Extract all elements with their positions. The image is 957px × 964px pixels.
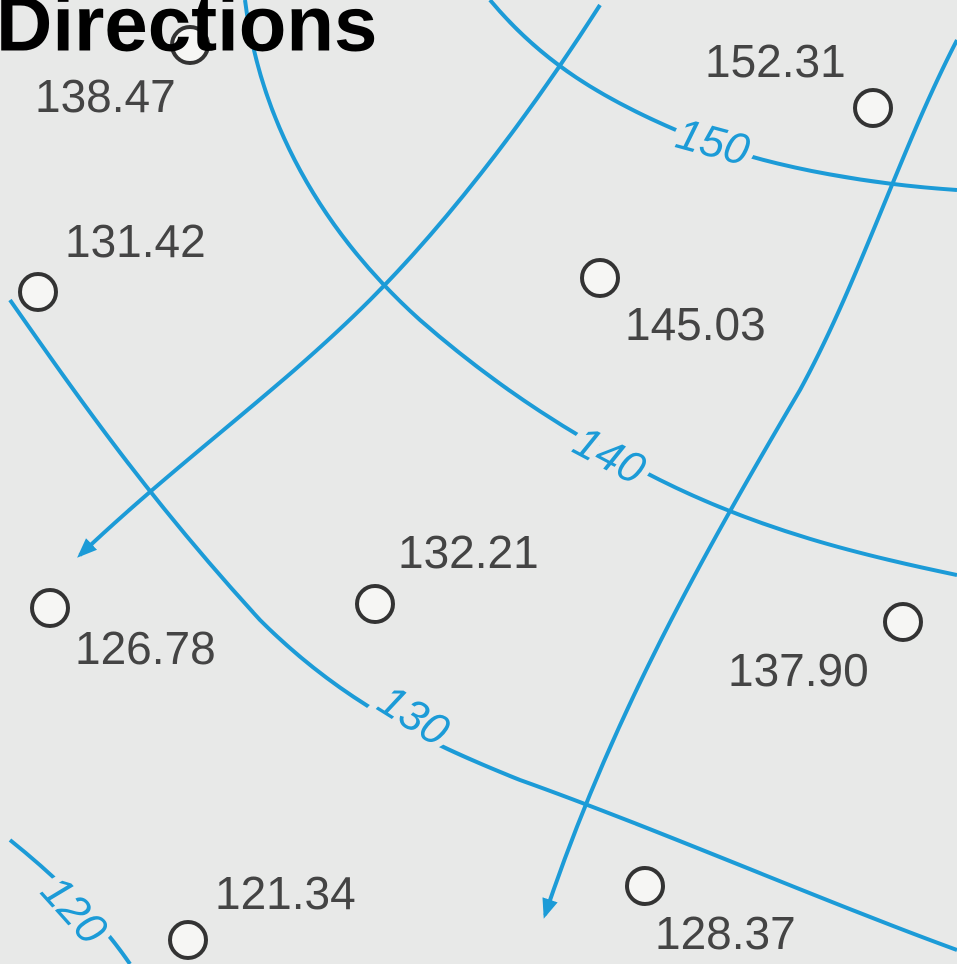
- spot-height-label: 131.42: [65, 215, 206, 267]
- spot-marker: [355, 584, 395, 624]
- spot-height-label: 132.21: [398, 526, 539, 578]
- spot-marker: [853, 88, 893, 128]
- spot-marker: [30, 588, 70, 628]
- spot-height-label: 126.78: [75, 622, 216, 674]
- spot-height-label: 138.47: [35, 70, 176, 122]
- flow-arrow: [542, 39, 957, 919]
- contour-line: [243, 0, 957, 577]
- spot-marker: [883, 602, 923, 642]
- spot-height-label: 152.31: [705, 35, 846, 87]
- contour-line: [8, 838, 132, 964]
- flow-arrow: [77, 3, 602, 558]
- spot-marker: [18, 272, 58, 312]
- contour-line: [8, 298, 957, 952]
- title: Directions: [0, 0, 377, 68]
- spot-height-label: 128.37: [655, 907, 796, 959]
- spot-marker: [625, 866, 665, 906]
- contour-line: [488, 0, 957, 192]
- spot-height-label: 121.34: [215, 867, 356, 919]
- spot-height-label: 137.90: [728, 644, 869, 696]
- spot-marker: [170, 25, 210, 65]
- spot-marker: [168, 920, 208, 960]
- spot-marker: [580, 258, 620, 298]
- spot-height-label: 145.03: [625, 298, 766, 350]
